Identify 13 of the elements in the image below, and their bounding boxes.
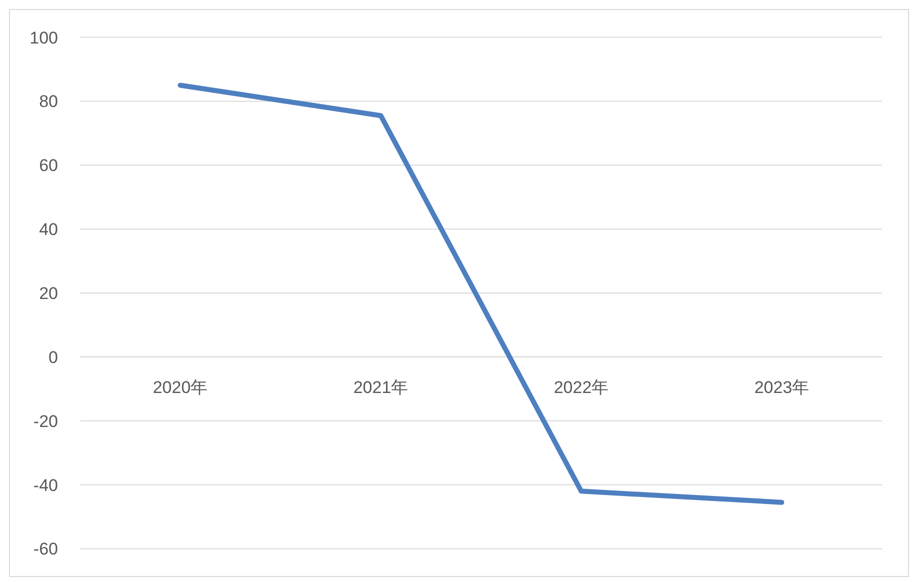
x-tick-label: 2021年	[353, 378, 408, 397]
x-tick-label: 2023年	[754, 378, 810, 397]
y-tick-label: 60	[39, 156, 58, 176]
y-tick-label: 100	[30, 28, 58, 48]
y-tick-label: -40	[33, 476, 58, 495]
y-tick-label: 0	[48, 348, 58, 367]
y-tick-label: 20	[39, 284, 58, 303]
x-tick-label: 2020年	[152, 378, 208, 397]
y-tick-label: -60	[33, 540, 58, 559]
x-tick-label: 2022年	[554, 378, 609, 397]
y-tick-label: 80	[39, 92, 58, 112]
y-tick-label: -20	[33, 412, 58, 431]
y-tick-label: 40	[39, 220, 58, 240]
